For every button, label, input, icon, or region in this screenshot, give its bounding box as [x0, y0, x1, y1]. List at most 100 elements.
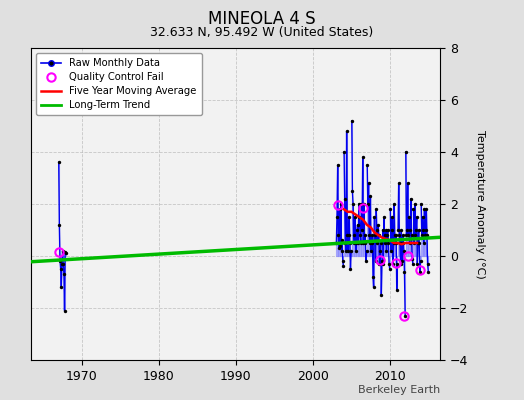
Point [348, 188, 357, 194]
Point [369, 284, 378, 290]
Point [60, 307, 69, 314]
Point [393, 261, 401, 267]
Point [418, 232, 426, 238]
Legend: Raw Monthly Data, Quality Control Fail, Five Year Moving Average, Long-Term Tren: Raw Monthly Data, Quality Control Fail, … [37, 53, 202, 115]
Point [405, 214, 413, 220]
Point [363, 248, 371, 254]
Point [60, 271, 68, 278]
Point [413, 261, 421, 267]
Point [372, 258, 380, 264]
Point [392, 232, 400, 238]
Point [355, 214, 364, 220]
Point [62, 250, 70, 257]
Point [377, 240, 385, 246]
Point [412, 214, 421, 220]
Point [403, 227, 411, 233]
Point [383, 248, 391, 254]
Point [369, 274, 377, 280]
Point [374, 222, 383, 228]
Point [339, 258, 347, 264]
Point [366, 240, 374, 246]
Point [357, 201, 366, 207]
Point [358, 154, 367, 160]
Point [359, 240, 367, 246]
Point [391, 240, 400, 246]
Point [353, 227, 361, 233]
Point [401, 149, 410, 155]
Point [396, 240, 404, 246]
Point [390, 201, 398, 207]
Text: MINEOLA 4 S: MINEOLA 4 S [208, 10, 316, 28]
Point [385, 261, 393, 267]
Point [364, 180, 373, 186]
Point [409, 261, 417, 267]
Point [414, 227, 423, 233]
Point [406, 240, 414, 246]
Point [384, 240, 392, 246]
Point [380, 232, 389, 238]
Point [351, 214, 359, 220]
Point [412, 227, 420, 233]
Point [352, 248, 361, 254]
Point [363, 162, 372, 168]
Point [409, 206, 418, 212]
Point [335, 245, 343, 251]
Point [364, 201, 372, 207]
Point [336, 201, 345, 207]
Point [386, 266, 394, 272]
Point [408, 255, 417, 262]
Point [419, 227, 427, 233]
Point [407, 232, 416, 238]
Point [59, 261, 68, 267]
Point [347, 248, 355, 254]
Point [365, 232, 373, 238]
Point [341, 240, 350, 246]
Point [54, 159, 63, 166]
Point [372, 206, 380, 212]
Point [332, 240, 341, 246]
Point [384, 227, 392, 233]
Point [402, 232, 411, 238]
Point [366, 193, 375, 199]
Point [388, 214, 397, 220]
Point [380, 214, 388, 220]
Point [377, 292, 386, 298]
Point [392, 286, 401, 293]
Point [411, 232, 420, 238]
Point [339, 263, 347, 270]
Point [55, 222, 63, 228]
Point [357, 240, 365, 246]
Point [344, 248, 352, 254]
Point [399, 232, 408, 238]
Point [58, 261, 66, 267]
Point [61, 249, 69, 255]
Point [342, 128, 351, 134]
Point [350, 232, 358, 238]
Point [360, 201, 368, 207]
Point [387, 227, 396, 233]
Point [398, 240, 407, 246]
Point [424, 268, 432, 275]
Point [406, 227, 414, 233]
Point [346, 266, 355, 272]
Point [417, 201, 425, 207]
Point [347, 118, 356, 124]
Point [344, 232, 353, 238]
Point [346, 240, 354, 246]
Point [420, 240, 428, 246]
Point [389, 261, 397, 267]
Point [386, 206, 395, 212]
Point [353, 222, 362, 228]
Point [370, 214, 378, 220]
Point [415, 240, 423, 246]
Point [333, 214, 341, 220]
Point [417, 258, 425, 264]
Point [361, 232, 369, 238]
Point [400, 268, 409, 275]
Point [56, 258, 64, 264]
Point [350, 240, 358, 246]
Point [373, 227, 381, 233]
Point [401, 313, 409, 319]
Point [58, 248, 67, 254]
Point [407, 196, 415, 202]
